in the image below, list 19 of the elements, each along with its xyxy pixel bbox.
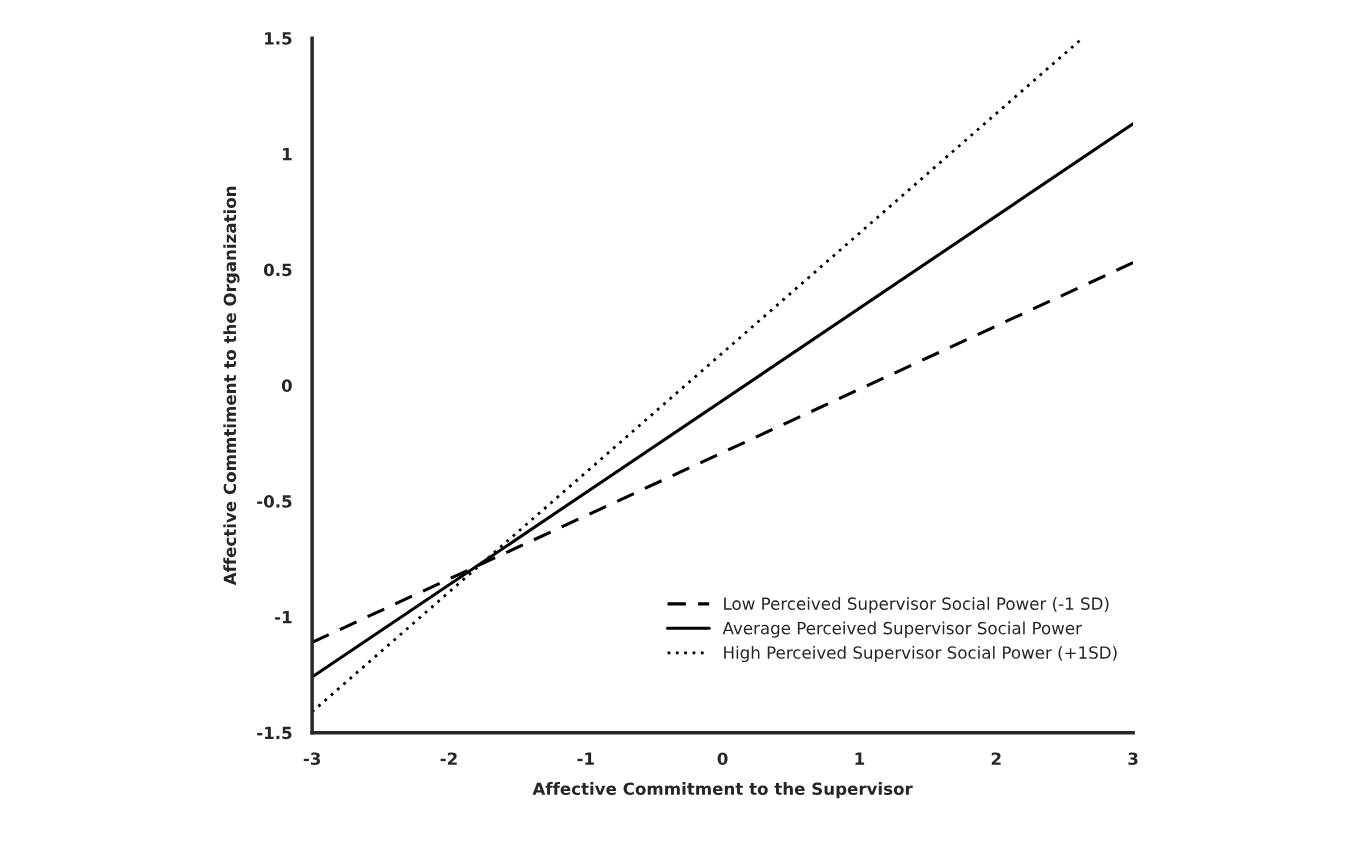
x-axis-title: Affective Commitment to the Supervisor <box>532 782 913 799</box>
legend-label: Low Perceived Supervisor Social Power (-1 SD) <box>724 597 1109 614</box>
legend-label: Average Perceived Supervisor Social Power <box>722 621 1082 638</box>
y-axis-title: Affective Commtiment to the Organization <box>223 186 240 586</box>
x-tick-label: 3 <box>1128 752 1138 765</box>
y-tick-label: -0.5 <box>257 495 292 508</box>
y-tick-label: 0 <box>281 379 292 392</box>
x-tick-label: 0 <box>717 752 728 765</box>
legend-label: High Perceived Supervisor Social Power (+1SD) <box>724 645 1117 663</box>
x-tick-label: 1 <box>855 752 865 765</box>
y-tick-label: -1.5 <box>257 726 292 740</box>
y-tick-label: 1 <box>282 148 292 161</box>
y-tick-label: 1.5 <box>265 32 292 45</box>
x-tick-label: -3 <box>303 752 321 765</box>
y-tick-label: -1 <box>275 611 292 624</box>
x-tick-label: -2 <box>440 752 457 765</box>
x-tick-label: 2 <box>991 752 1001 765</box>
x-tick-label: -1 <box>577 752 594 765</box>
y-tick-label: 0.5 <box>263 263 292 277</box>
